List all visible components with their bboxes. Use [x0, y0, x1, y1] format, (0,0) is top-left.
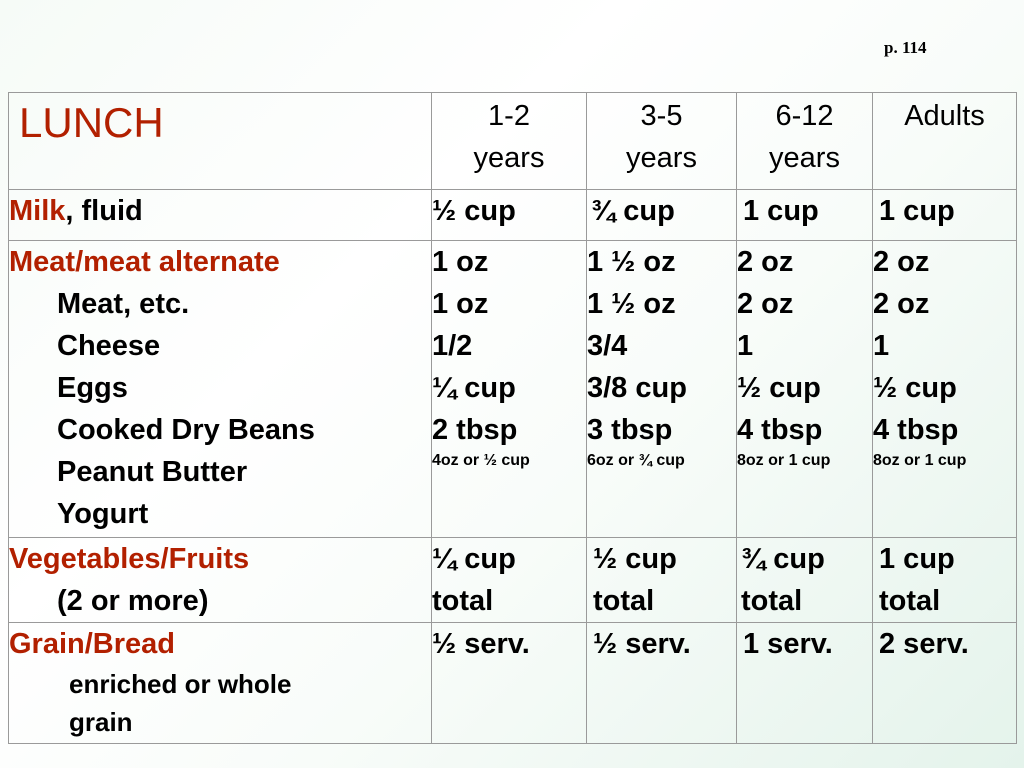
veg-total: total — [879, 585, 941, 617]
milk-value-adults: 1 cup — [872, 189, 1017, 241]
grain-value-3-5: ½ serv. — [586, 622, 737, 744]
age-unit: years — [473, 142, 545, 174]
lunch-serving-table: LUNCH 1-2 years 3-5 years 6-12 years Adu… — [8, 92, 1017, 744]
age-unit: years — [626, 142, 697, 174]
meat-value: 1/2 — [432, 330, 473, 362]
meat-item: Peanut Butter — [57, 456, 248, 488]
yogurt-value: 8oz or 1 cup — [737, 452, 831, 469]
veg-value-6-12: ¾ cup total — [736, 537, 873, 623]
meat-value: 2 tbsp — [432, 414, 518, 446]
meat-values-1-2: 1 oz 1 oz 1/2 ¼ cup 2 tbsp 4oz or ½ cup — [431, 240, 587, 538]
milk-value-6-12: 1 cup — [736, 189, 873, 241]
grain-value-adults: 2 serv. — [872, 622, 1017, 744]
yogurt-value: 4oz or ½ cup — [432, 452, 530, 469]
grain-value-1-2: ½ serv. — [431, 622, 587, 744]
meat-label-cell: Meat/meat alternate Meat, etc. Cheese Eg… — [8, 240, 432, 538]
meat-values-6-12: 2 oz 2 oz 1 ½ cup 4 tbsp 8oz or 1 cup — [736, 240, 873, 538]
meat-value: ½ cup — [873, 372, 957, 404]
meat-value: 4 tbsp — [737, 414, 823, 446]
meat-item: Cooked Dry Beans — [57, 414, 315, 446]
veg-amount: ½ cup — [593, 543, 677, 575]
meat-value: ¼ cup — [432, 372, 516, 404]
vegetables-label-cell: Vegetables/Fruits (2 or more) — [8, 537, 432, 623]
meat-item: Yogurt — [57, 498, 149, 530]
meat-value: 1 ½ oz — [587, 288, 676, 320]
meat-item: Eggs — [57, 372, 128, 404]
meat-item: Cheese — [57, 330, 161, 362]
veg-total: total — [741, 585, 803, 617]
age-unit: years — [769, 142, 840, 174]
meat-value: 4 tbsp — [873, 414, 959, 446]
meat-value: 1 oz — [432, 246, 489, 278]
grain-value-6-12: 1 serv. — [736, 622, 873, 744]
header-row: LUNCH 1-2 years 3-5 years 6-12 years Adu… — [8, 92, 1017, 190]
yogurt-value: 6oz or ¾ cup — [587, 452, 685, 469]
age-range: Adults — [904, 100, 985, 132]
grain-label-cell: Grain/Bread enriched or whole grain — [8, 622, 432, 744]
veg-amount: ¼ cup — [432, 543, 516, 575]
vegetables-label: Vegetables/Fruits — [9, 543, 250, 575]
table-title: LUNCH — [8, 92, 432, 190]
meat-item: Meat, etc. — [57, 288, 190, 320]
grain-sub: grain — [69, 707, 133, 737]
age-range: 3-5 — [640, 100, 683, 132]
age-range: 1-2 — [488, 100, 530, 132]
vegetables-sub: (2 or more) — [57, 585, 209, 617]
page-number: p. 114 — [884, 38, 927, 57]
age-range: 6-12 — [775, 100, 834, 132]
veg-total: total — [432, 585, 494, 617]
meat-values-adults: 2 oz 2 oz 1 ½ cup 4 tbsp 8oz or 1 cup — [872, 240, 1017, 538]
meat-value: 3/4 — [587, 330, 628, 362]
veg-amount: ¾ cup — [741, 543, 825, 575]
meat-value: 1 — [737, 330, 754, 362]
meat-label: Meat/meat alternate — [9, 246, 280, 278]
meat-values-3-5: 1 ½ oz 1 ½ oz 3/4 3/8 cup 3 tbsp 6oz or … — [586, 240, 737, 538]
meat-value: 1 — [873, 330, 890, 362]
meat-value: 1 oz — [432, 288, 489, 320]
milk-label-red: Milk — [9, 195, 66, 227]
veg-total: total — [593, 585, 655, 617]
age-header-1-2: 1-2 years — [431, 92, 587, 190]
age-header-3-5: 3-5 years — [586, 92, 737, 190]
meat-value: ½ cup — [737, 372, 821, 404]
veg-amount: 1 cup — [879, 543, 955, 575]
meat-row: Meat/meat alternate Meat, etc. Cheese Eg… — [8, 240, 1017, 538]
meat-value: 2 oz — [737, 246, 794, 278]
grain-sub: enriched or whole — [69, 669, 292, 699]
milk-label-rest: , fluid — [65, 195, 143, 227]
meat-value: 2 oz — [737, 288, 794, 320]
meat-value: 2 oz — [873, 288, 930, 320]
age-header-6-12: 6-12 years — [736, 92, 873, 190]
yogurt-value: 8oz or 1 cup — [873, 452, 967, 469]
meat-value: 3/8 cup — [587, 372, 687, 404]
milk-value-1-2: ½ cup — [431, 189, 587, 241]
grain-label: Grain/Bread — [9, 628, 175, 660]
veg-value-3-5: ½ cup total — [586, 537, 737, 623]
veg-value-adults: 1 cup total — [872, 537, 1017, 623]
meat-value: 2 oz — [873, 246, 930, 278]
meat-value: 1 ½ oz — [587, 246, 676, 278]
milk-label: Milk, fluid — [8, 189, 432, 241]
vegetables-row: Vegetables/Fruits (2 or more) ¼ cup tota… — [8, 537, 1017, 623]
grain-row: Grain/Bread enriched or whole grain ½ se… — [8, 622, 1017, 744]
milk-value-3-5: ¾ cup — [586, 189, 737, 241]
meat-value: 3 tbsp — [587, 414, 673, 446]
milk-row: Milk, fluid ½ cup ¾ cup 1 cup 1 cup — [8, 189, 1017, 241]
age-header-adults: Adults — [872, 92, 1017, 190]
veg-value-1-2: ¼ cup total — [431, 537, 587, 623]
